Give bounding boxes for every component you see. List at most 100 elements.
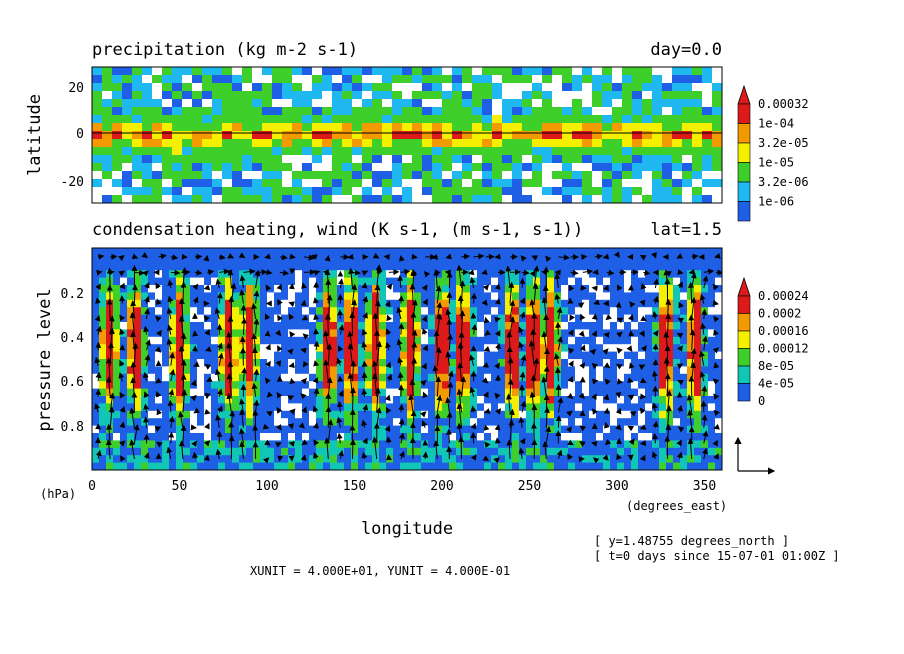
precip-cell [532,83,543,92]
heating-cell [330,248,338,256]
precip-cell [162,115,173,124]
precip-cell [572,107,583,116]
heating-cell [302,336,310,345]
precip-cell [92,195,103,203]
precip-cell [692,155,703,164]
heating-cell [134,277,142,286]
wind-vector [506,439,513,459]
heating-cell [393,373,401,382]
wind-vector [375,264,382,289]
precip-cell [542,131,553,140]
heating-cell [673,285,681,293]
precip-cell [212,123,223,132]
precip-cell [442,91,453,100]
heating-cell [211,396,219,404]
precip-cell [372,155,383,164]
precip-cell [532,67,543,76]
precip-cell [622,163,633,172]
precip-cell [402,67,413,76]
heating-cell [624,447,632,456]
wind-vector [277,298,283,306]
heating-cell [267,418,275,427]
precip-cell [212,163,223,172]
heating-cell [603,329,611,338]
heating-cell [274,366,282,375]
precip-cell [602,99,613,108]
heating-cell [582,359,590,367]
heating-cell [218,292,226,301]
wind-vector [602,348,609,355]
precip-cell [262,139,273,148]
precip-cell [652,75,663,84]
heating-cell [232,307,240,316]
precip-cell [162,195,173,203]
heating-cell [309,455,317,464]
heating-cell [316,262,324,271]
heating-cell [330,262,338,271]
heating-cell [435,388,443,397]
precip-cell [302,139,313,148]
heating-cell [127,292,135,301]
heating-cell [414,410,422,419]
heating-cell [603,381,611,390]
wind-vector [447,370,454,382]
heating-cell [225,255,233,264]
heating-cell [407,447,415,456]
precip-cell [92,179,103,188]
heating-cell [302,373,310,382]
precip-cell [302,75,313,84]
wind-vector [252,424,259,444]
heating-cell [169,248,177,256]
heating-cell [442,462,450,470]
precip-cell [212,195,223,203]
heating-cell [624,314,632,323]
precip-cell [522,147,533,156]
wind-vector [384,300,391,308]
heating-cell [190,462,198,470]
heating-cell [414,262,422,271]
heating-cell [456,322,464,330]
precip-cell [702,139,713,148]
heating-cell [547,329,555,338]
wind-vector [301,282,307,289]
heating-cell [547,366,555,375]
precip-cell [672,91,683,100]
heating-cell [316,410,324,419]
precip-colorbar-label: 1e-05 [758,156,794,170]
heating-cell [512,425,520,434]
precip-cell [192,91,203,100]
heating-cell [211,329,219,338]
heating-cell [183,322,191,330]
heating-cell [267,403,275,412]
heating-cell [666,285,674,293]
heating-cell [526,285,534,293]
heating-cell [92,462,100,470]
heating-cell [414,292,422,301]
heating-cell [260,285,268,293]
heating-cell [239,322,247,330]
heating-cell [372,403,380,412]
heating-cell [547,403,555,412]
heating-cell [547,285,555,293]
heating-cell [372,248,380,256]
heating-cell [540,433,548,441]
heating-cell [211,359,219,367]
heating-cell [589,403,597,412]
heating-cell [92,455,100,464]
heating-cell [708,366,716,375]
heating-cell [645,351,653,360]
heating-cell [617,418,625,427]
heating-cell [267,336,275,345]
wind-vector [520,255,527,262]
heating-cell [239,396,247,404]
precip-cell [162,147,173,156]
heating-cell [169,410,177,419]
heating-cell [421,351,429,360]
heating-cell [435,336,443,345]
wind-vector [509,269,521,276]
heating-cell [365,262,373,271]
heating-cell [267,455,275,464]
heating-cell [162,277,170,286]
precip-cell [572,91,583,100]
heating-cell [386,433,394,441]
